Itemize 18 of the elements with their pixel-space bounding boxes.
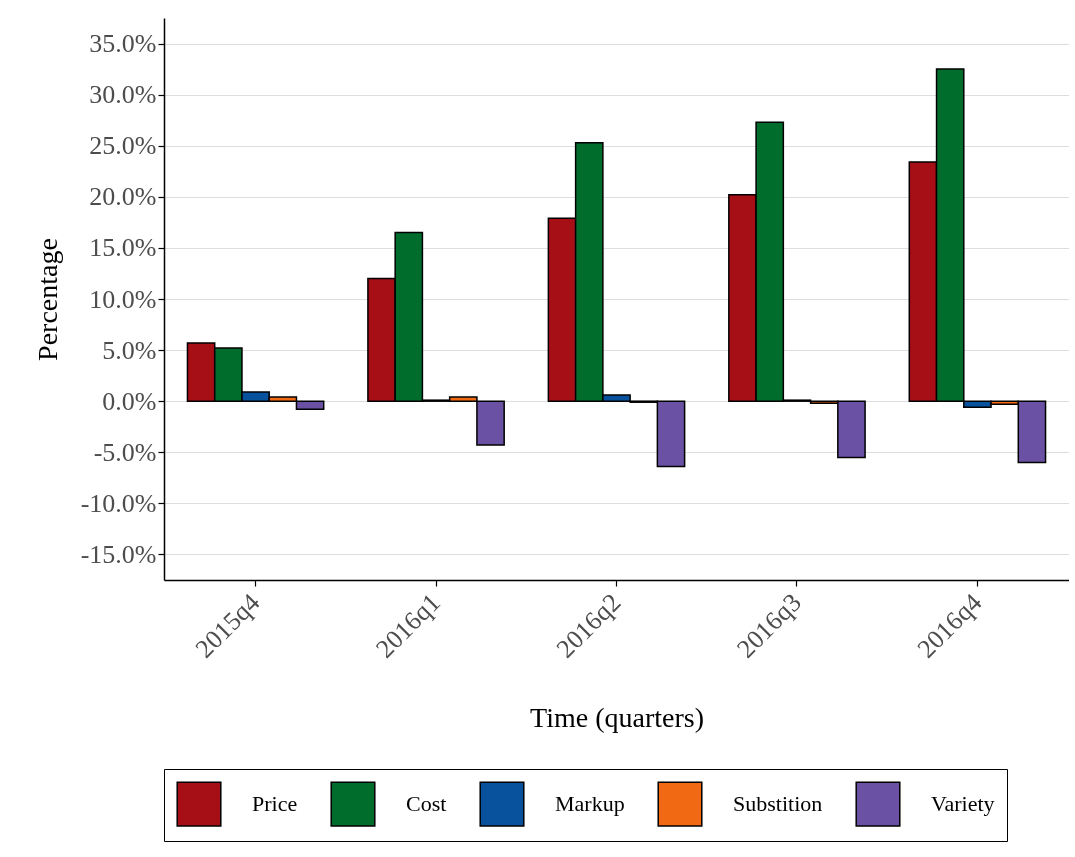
y-tick-label: 20.0% — [89, 182, 157, 212]
y-tick-label: 0.0% — [102, 386, 157, 416]
y-tick-label: 35.0% — [89, 29, 157, 59]
y-tick-label: 25.0% — [89, 131, 157, 161]
y-tick-label: -15.0% — [80, 539, 157, 569]
y-tick-label: 30.0% — [89, 80, 157, 110]
legend-label: Price — [252, 791, 298, 817]
y-tick-label: 5.0% — [102, 335, 157, 365]
y-tick-label: -10.0% — [80, 488, 157, 518]
y-tick-label: 10.0% — [89, 284, 157, 314]
legend-label: Substition — [733, 791, 823, 817]
legend-label: Variety — [931, 791, 995, 817]
y-axis-title: Percentage — [31, 238, 63, 361]
legend-label: Cost — [406, 791, 447, 817]
legend-label: Markup — [555, 791, 625, 817]
y-tick-label: 15.0% — [89, 233, 157, 263]
x-axis-title: Time (quarters) — [530, 701, 704, 733]
y-tick-label: -5.0% — [93, 437, 157, 467]
